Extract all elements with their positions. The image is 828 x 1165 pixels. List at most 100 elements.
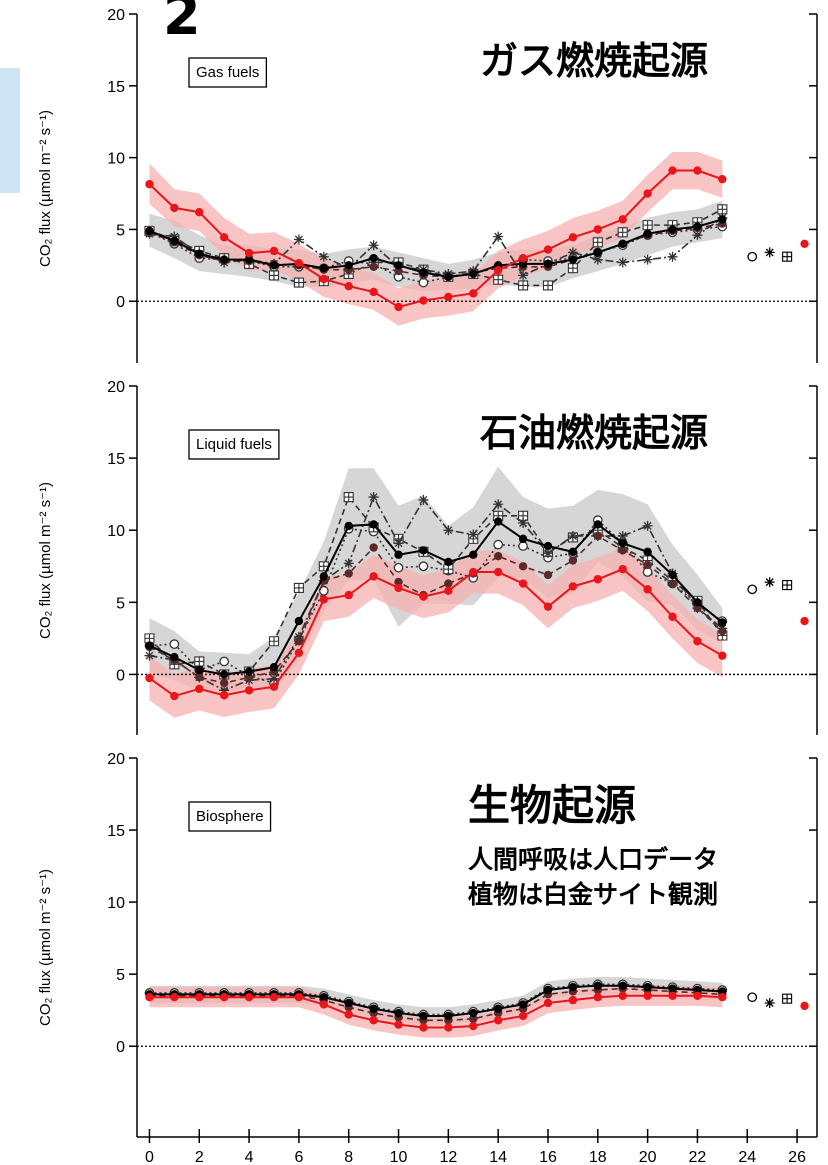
marker (518, 562, 528, 571)
marker (693, 985, 702, 995)
marker (369, 287, 378, 297)
marker (568, 255, 578, 264)
marker (718, 174, 727, 184)
marker (145, 993, 154, 1002)
marker (195, 684, 204, 694)
marker (543, 541, 553, 551)
marker (393, 538, 404, 549)
marker (244, 255, 254, 264)
marker (592, 254, 603, 265)
marker (469, 289, 478, 298)
marker (219, 233, 229, 242)
y-axis-label: CO₂ flux (µmol m⁻² s⁻¹) (37, 482, 54, 639)
marker (643, 547, 652, 557)
y-tick-label: 20 (107, 379, 125, 396)
marker (718, 987, 727, 996)
marker (195, 665, 204, 675)
marker (343, 558, 354, 569)
marker (800, 616, 809, 626)
panel-tag: Biosphere (196, 808, 264, 825)
marker (419, 1011, 428, 1021)
marker (293, 277, 304, 288)
marker (493, 567, 503, 577)
panel-title: ガス燃焼起源 (480, 39, 708, 83)
marker (643, 560, 652, 570)
marker (642, 567, 653, 577)
marker (493, 551, 503, 561)
marker (718, 651, 727, 660)
marker (394, 261, 403, 270)
marker (668, 579, 677, 588)
marker (318, 561, 329, 572)
marker (800, 239, 809, 248)
marker (319, 595, 329, 604)
panel-title: 石油燃焼起源 (480, 411, 708, 455)
marker (219, 670, 229, 679)
marker (444, 1011, 453, 1021)
marker (568, 556, 578, 565)
marker (518, 1000, 528, 1009)
marker (319, 1000, 329, 1009)
x-tick-label: 14 (489, 1149, 507, 1165)
y-tick-label: 0 (116, 667, 125, 684)
marker (717, 204, 728, 215)
marker (369, 572, 378, 581)
marker (244, 673, 254, 682)
marker (593, 575, 603, 584)
marker (493, 231, 504, 242)
y-tick-label: 15 (107, 451, 125, 468)
marker (444, 579, 453, 588)
marker (219, 656, 230, 667)
marker (692, 230, 703, 241)
marker (319, 572, 329, 581)
marker (593, 531, 603, 541)
marker (268, 673, 279, 684)
x-tick-label: 12 (439, 1149, 457, 1165)
marker (568, 995, 578, 1005)
marker (518, 579, 528, 588)
x-tick-label: 6 (294, 1149, 303, 1165)
marker (219, 255, 229, 264)
marker (244, 248, 254, 258)
marker (468, 529, 479, 540)
marker (592, 237, 603, 248)
panel-note: 人間呼吸は人口データ (468, 845, 718, 874)
marker (444, 292, 453, 302)
marker (419, 268, 428, 277)
marker (293, 582, 304, 593)
marker (764, 577, 775, 588)
marker (269, 682, 279, 691)
marker (617, 530, 628, 541)
marker (518, 1011, 528, 1021)
series-line (148, 169, 723, 309)
marker (344, 1010, 353, 1019)
marker (518, 280, 529, 291)
x-tick-label: 26 (788, 1149, 806, 1165)
marker (418, 561, 429, 572)
marker (469, 567, 478, 577)
marker (195, 249, 204, 259)
marker (764, 997, 775, 1008)
marker (493, 517, 503, 526)
marker (718, 618, 727, 627)
marker (394, 550, 403, 559)
marker (667, 251, 678, 262)
marker (294, 616, 304, 626)
marker (369, 1016, 378, 1025)
panel-tag: Liquid fuels (196, 436, 272, 453)
marker (145, 179, 154, 189)
marker (593, 520, 603, 529)
marker (244, 686, 254, 695)
marker (444, 1023, 453, 1032)
marker (394, 577, 403, 587)
marker (568, 547, 578, 557)
marker (195, 673, 204, 682)
y-axis-label: CO₂ flux (µmol m⁻² s⁻¹) (37, 869, 54, 1026)
marker (693, 598, 702, 607)
marker (244, 667, 254, 676)
marker (518, 541, 528, 551)
y-tick-label: 20 (107, 751, 125, 768)
marker (368, 240, 379, 251)
x-tick-label: 18 (589, 1149, 607, 1165)
y-axis-label: CO₂ flux (µmol m⁻² s⁻¹) (37, 110, 54, 267)
